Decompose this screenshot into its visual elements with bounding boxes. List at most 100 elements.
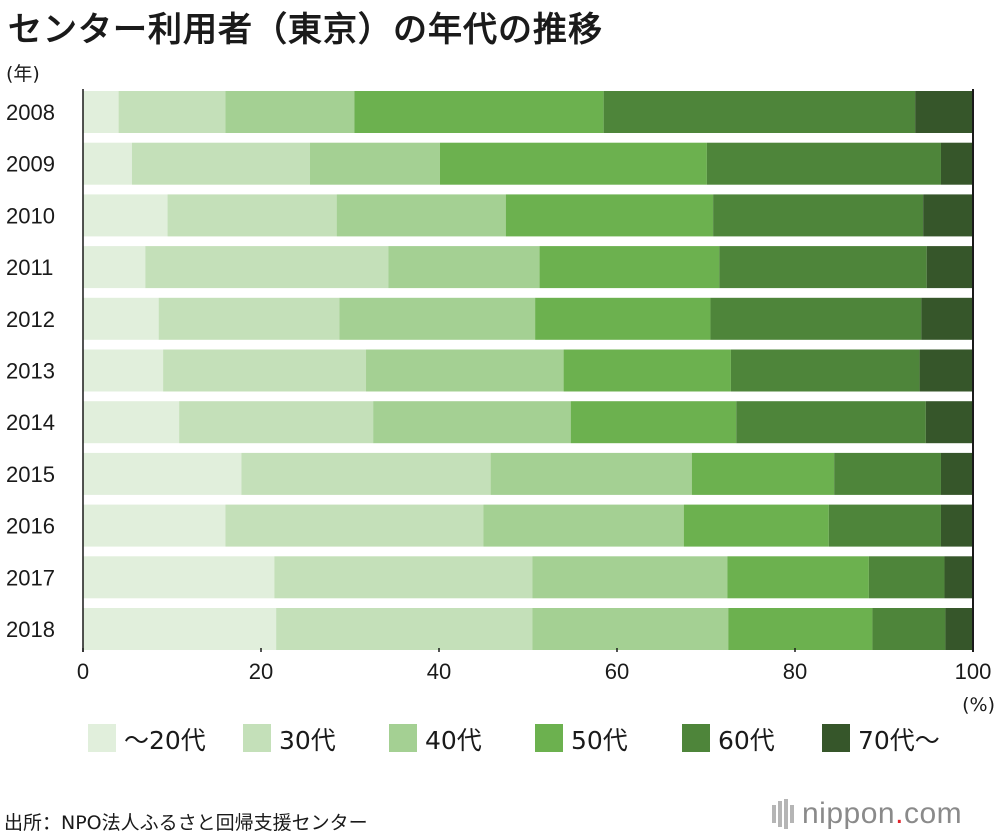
category-label-2018: 2018	[6, 617, 55, 642]
bar-segment-2008-2	[118, 91, 226, 133]
bar-segment-2014-2	[179, 401, 374, 444]
category-label-2016: 2016	[6, 514, 55, 539]
bar-segment-2013-2	[163, 349, 367, 392]
bar-segment-2013-4	[563, 349, 731, 392]
category-label-2014: 2014	[6, 410, 55, 435]
source-note: 出所：NPO法人ふるさと回帰支援センター	[4, 812, 368, 834]
legend-label-2: 30代	[279, 726, 336, 755]
category-label-2012: 2012	[6, 307, 55, 332]
legend-swatch-3	[389, 724, 417, 752]
category-label-2013: 2013	[6, 359, 55, 384]
legend-swatch-6	[822, 724, 850, 752]
bar-segment-2018-5	[872, 608, 946, 650]
category-label-2009: 2009	[6, 152, 55, 177]
bar-segment-2009-2	[131, 142, 310, 185]
bar-segment-2010-3	[336, 194, 506, 237]
bar-segment-2013-6	[919, 349, 973, 392]
y-axis-label: (年)	[6, 63, 40, 85]
bar-segment-2012-1	[83, 297, 159, 340]
bar-segment-2018-2	[276, 608, 533, 650]
bar-segment-2015-5	[834, 452, 941, 495]
category-label-2011: 2011	[6, 255, 53, 280]
bar-segment-2015-1	[83, 452, 242, 495]
bar-segment-2009-5	[706, 142, 941, 185]
bar-segment-2010-4	[505, 194, 714, 237]
bar-segment-2015-2	[241, 452, 491, 495]
bar-segment-2012-4	[535, 297, 711, 340]
bar-segment-2011-3	[388, 246, 540, 289]
bar-segment-2009-3	[309, 142, 440, 185]
bar-segment-2015-3	[490, 452, 692, 495]
bar-segment-2016-5	[828, 504, 941, 547]
bar-segment-2015-6	[940, 452, 973, 495]
bar-segment-2018-4	[728, 608, 873, 650]
category-label-2015: 2015	[6, 462, 55, 487]
category-label-2008: 2008	[6, 100, 55, 125]
x-tick-label-80: 80	[783, 659, 807, 684]
bar-segment-2016-6	[940, 504, 973, 547]
bar-segment-2011-6	[926, 246, 973, 289]
legend-label-4: 50代	[571, 726, 628, 755]
bar-segment-2011-4	[539, 246, 720, 289]
bar-segment-2017-1	[83, 556, 275, 599]
bar-segment-2017-2	[274, 556, 533, 599]
x-tick-label-0: 0	[77, 659, 89, 684]
legend-swatch-4	[535, 724, 563, 752]
bar-segment-2017-4	[727, 556, 869, 599]
bar-segment-2014-1	[83, 401, 180, 444]
bar-segment-2010-5	[713, 194, 924, 237]
nippon-mark-icon	[772, 799, 794, 829]
x-axis-unit-label: (%)	[962, 694, 995, 716]
bar-segment-2010-1	[83, 194, 168, 237]
brand-dot: .	[895, 797, 904, 830]
bar-segment-2015-4	[691, 452, 835, 495]
legend-label-5: 60代	[718, 726, 775, 755]
bar-segment-2014-4	[570, 401, 737, 444]
bar-segment-2014-6	[925, 401, 973, 444]
bar-segment-2018-3	[532, 608, 729, 650]
bar-segment-2012-3	[339, 297, 536, 340]
bar-segment-2008-5	[603, 91, 916, 133]
bar-segment-2009-1	[83, 142, 132, 185]
bar-segment-2016-1	[83, 504, 226, 547]
bar-segment-2010-2	[167, 194, 337, 237]
chart-title: センター利用者（東京）の年代の推移	[8, 10, 603, 50]
bar-segment-2017-5	[868, 556, 945, 599]
bar-segment-2012-6	[921, 297, 973, 340]
stacked-bar-chart: (年) 2008 2009 2010 2011 2012 2013 2014 2015 2016 2…	[6, 63, 995, 755]
x-tick-label-60: 60	[605, 659, 629, 684]
legend-label-3: 40代	[425, 726, 482, 755]
bar-segment-2016-2	[225, 504, 484, 547]
nippon-logo: nippon.com	[772, 794, 962, 834]
bar-segment-2018-6	[945, 608, 973, 650]
x-tick-label-40: 40	[427, 659, 451, 684]
bar-segment-2016-3	[483, 504, 684, 547]
nippon-wordmark: nippon.com	[802, 797, 963, 830]
bar-segment-2017-3	[532, 556, 728, 599]
bar-segment-2008-3	[225, 91, 355, 133]
bar-segment-2009-6	[940, 142, 973, 185]
bar-segment-2016-4	[683, 504, 829, 547]
category-label-2010: 2010	[6, 203, 55, 228]
bar-segment-2017-6	[944, 556, 973, 599]
legend-label-1: 〜20代	[124, 726, 206, 755]
legend-swatch-2	[243, 724, 271, 752]
bar-segment-2014-5	[736, 401, 926, 444]
category-label-2017: 2017	[6, 565, 55, 590]
bar-segment-2018-1	[83, 608, 277, 650]
bar-segment-2008-1	[83, 91, 119, 133]
legend-swatch-1	[88, 724, 116, 752]
bar-segment-2011-1	[83, 246, 146, 289]
legend-label-6: 70代〜	[858, 726, 940, 755]
bar-segment-2011-2	[145, 246, 389, 289]
bar-segment-2013-3	[366, 349, 564, 392]
bar-segment-2012-2	[158, 297, 340, 340]
bar-segment-2014-3	[373, 401, 571, 444]
x-tick-label-20: 20	[249, 659, 273, 684]
bar-segment-2008-4	[354, 91, 604, 133]
bar-segment-2012-5	[710, 297, 922, 340]
bar-segment-2011-5	[719, 246, 927, 289]
bar-segment-2009-4	[439, 142, 707, 185]
legend-swatch-5	[682, 724, 710, 752]
bar-segment-2013-5	[730, 349, 920, 392]
